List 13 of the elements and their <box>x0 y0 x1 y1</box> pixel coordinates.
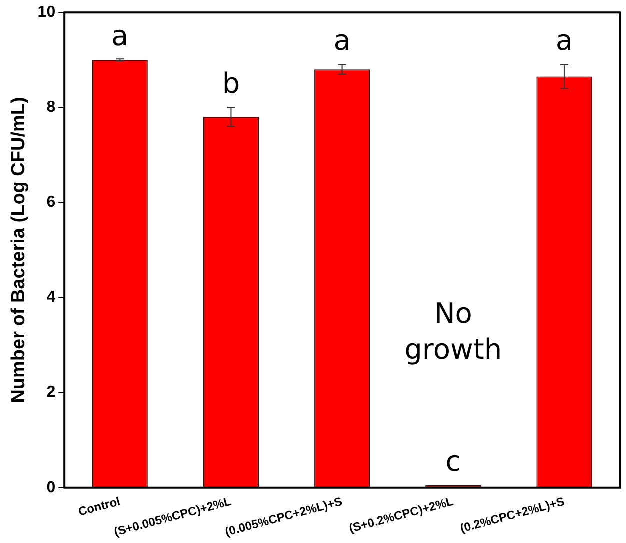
annotation: a <box>334 24 351 58</box>
y-tick-label: 10 <box>38 4 56 22</box>
annotation: a <box>556 24 574 58</box>
y-tick-label: 6 <box>46 194 56 212</box>
y-tick-label: 4 <box>46 289 56 306</box>
y-tick-label: 8 <box>46 99 56 116</box>
y-tick-label: 2 <box>46 384 56 402</box>
annotation: No growth <box>404 296 502 366</box>
y-tick-label: 0 <box>46 479 56 496</box>
annotation: c <box>446 444 462 478</box>
annotation: b <box>222 66 240 100</box>
annotation: a <box>112 19 129 52</box>
y-axis-title: Number of Bacteria (Log CFU/mL) <box>8 97 30 404</box>
